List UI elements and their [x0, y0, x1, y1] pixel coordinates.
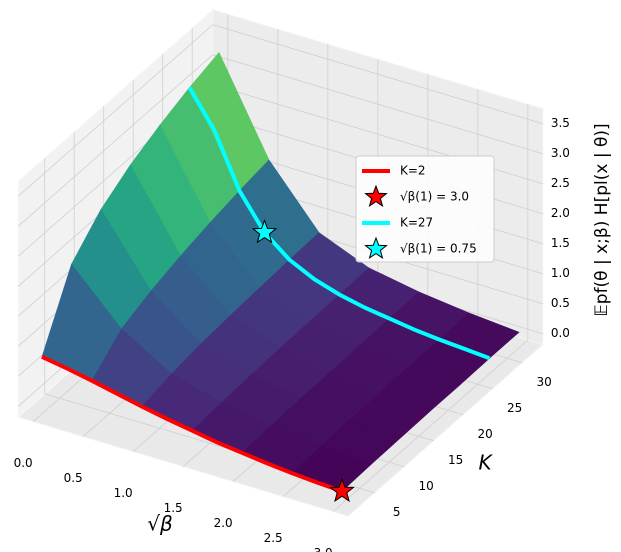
star-marker: [329, 477, 355, 503]
grid-line: [212, 54, 543, 155]
z-axis-label: 𝔼pf(θ | x;β) H[pl(x | θ)]: [592, 123, 612, 316]
z-tick-label: 0.0: [551, 326, 570, 340]
y-tick-label: 20: [478, 427, 493, 441]
x-tick-label: 3.0: [314, 546, 333, 552]
x-tick-label: 2.0: [214, 516, 233, 530]
x-tick-label: 1.5: [164, 501, 183, 515]
legend-label: K=2: [400, 164, 426, 178]
z-tick-label: 1.5: [551, 236, 570, 250]
grid-line: [332, 339, 529, 512]
star-marker: [251, 219, 278, 244]
x-tick-label: 0.5: [64, 471, 83, 485]
y-tick-label: 25: [507, 401, 522, 415]
z-tick-label: 3.5: [551, 116, 570, 130]
grid-line: [17, 54, 214, 227]
legend: K=2 √β(1) = 3.0 K=27 √β(1) = 0.75: [355, 155, 495, 263]
y-axis-label: K: [478, 451, 493, 475]
y-tick-label: 5: [393, 505, 401, 519]
y-tick-label: 10: [419, 479, 434, 493]
labels: 0.0 0.5 1.0 1.5 2.0 2.5 3.0 5 10 15 20 25 30 0.0 0.5 1.…: [14, 116, 570, 552]
z-tick-label: 3.0: [551, 146, 570, 160]
x-axis-label: √β: [147, 512, 173, 536]
z-tick-label: 1.0: [551, 266, 570, 280]
lines: [41, 86, 491, 503]
z-tick-label: 2.0: [551, 206, 570, 220]
x-tick-label: 1.0: [114, 486, 133, 500]
legend-label: √β(1) = 3.0: [400, 190, 469, 204]
grid-line: [212, 24, 543, 125]
x-tick-label: 0.0: [14, 456, 33, 470]
y-tick-label: 15: [448, 453, 463, 467]
legend-box: [355, 155, 495, 263]
series-line: [187, 86, 491, 361]
series-line: [41, 354, 343, 494]
z-tick-label: 0.5: [551, 296, 570, 310]
y-tick-label: 30: [537, 375, 552, 389]
grid-line: [17, 24, 214, 197]
z-tick-label: 2.5: [551, 176, 570, 190]
legend-label: √β(1) = 0.75: [400, 242, 477, 256]
legend-star: [364, 184, 388, 208]
legend-star: [364, 236, 388, 260]
x-tick-label: 2.5: [264, 531, 283, 545]
legend-label: K=27: [400, 216, 433, 230]
